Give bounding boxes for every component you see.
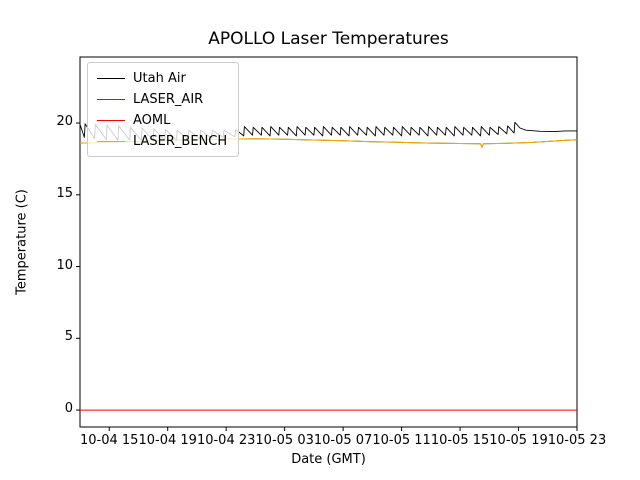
x-tick-label: 10-04 19 bbox=[138, 433, 197, 448]
x-tick-label: 10-05 03 bbox=[255, 433, 314, 448]
legend-label: Utah Air bbox=[133, 71, 186, 86]
y-tick-label: 20 bbox=[56, 114, 73, 130]
legend-label: LASER_AIR bbox=[133, 92, 204, 107]
legend-item: AOML bbox=[88, 110, 238, 131]
legend-line-sample-utah-air bbox=[97, 77, 125, 80]
y-tick-label: 0 bbox=[64, 401, 73, 417]
chart-title: APOLLO Laser Temperatures bbox=[208, 29, 449, 49]
x-tick-label: 10-04 15 bbox=[80, 433, 139, 448]
x-tick-label: 10-04 23 bbox=[196, 433, 256, 448]
y-tick-label: 15 bbox=[56, 185, 73, 201]
legend-line-sample-laser-air bbox=[97, 98, 125, 101]
legend-item: LASER_BENCH bbox=[88, 131, 238, 152]
x-tick-label: 10-05 23 bbox=[547, 433, 607, 448]
legend-label: LASER_BENCH bbox=[133, 134, 228, 149]
x-tick-label: 10-05 11 bbox=[372, 433, 431, 448]
legend-line-sample-aoml bbox=[97, 119, 125, 122]
legend-label: AOML bbox=[133, 113, 171, 128]
y-tick-label: 5 bbox=[64, 329, 73, 345]
x-tick-label: 10-05 15 bbox=[430, 433, 490, 448]
y-axis-label: Temperature (C) bbox=[14, 189, 30, 295]
legend: Utah Air LASER_AIR AOML LASER_BENCH bbox=[87, 62, 239, 157]
legend-item: LASER_AIR bbox=[88, 89, 238, 110]
x-tick-label: 10-05 19 bbox=[489, 433, 548, 448]
x-tick-label: 10-05 07 bbox=[313, 433, 373, 448]
legend-item: Utah Air bbox=[88, 68, 238, 89]
axes-frame bbox=[79, 56, 578, 428]
x-axis-label: Date (GMT) bbox=[291, 452, 366, 467]
y-tick-label: 10 bbox=[56, 257, 73, 273]
legend-line-sample-laser-bench bbox=[97, 140, 125, 143]
